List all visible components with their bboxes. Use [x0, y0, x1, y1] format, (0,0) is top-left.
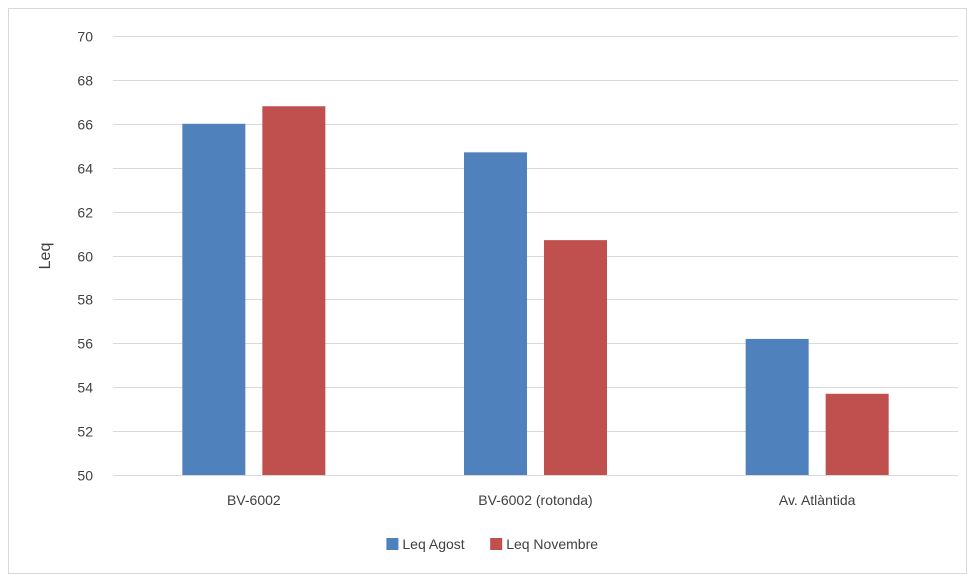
bar-leq-novembre [825, 393, 889, 475]
y-tick-label: 56 [77, 336, 93, 352]
y-tick-label: 62 [77, 205, 93, 221]
legend-swatch [490, 538, 503, 550]
bar-leq-novembre [544, 240, 607, 475]
y-tick-label: 50 [77, 468, 93, 484]
y-axis-ticks: 50 52 54 56 58 60 62 64 66 68 70 [77, 29, 93, 484]
x-category-label: BV-6002 [227, 492, 281, 508]
legend-label: Leq Novembre [506, 536, 598, 552]
x-axis-categories: BV-6002 BV-6002 (rotonda) Av. Atlàntida [227, 492, 856, 508]
gridlines [113, 36, 958, 476]
legend: Leq Agost Leq Novembre [386, 536, 598, 552]
bar-leq-agost [182, 123, 246, 476]
y-tick-label: 64 [77, 161, 93, 177]
y-tick-label: 66 [77, 117, 93, 133]
bar-leq-agost [464, 152, 527, 475]
y-tick-label: 54 [77, 380, 93, 396]
bar-leq-agost [745, 338, 809, 475]
y-tick-label: 58 [77, 292, 93, 308]
y-axis-title: Leq [37, 243, 54, 270]
y-tick-label: 52 [77, 424, 93, 440]
y-tick-label: 60 [77, 249, 93, 265]
y-tick-label: 68 [77, 73, 93, 89]
x-category-label: BV-6002 (rotonda) [478, 492, 592, 508]
legend-swatch [386, 538, 399, 550]
bars [182, 106, 889, 476]
x-category-label: Av. Atlàntida [779, 492, 856, 508]
bar-leq-novembre [262, 106, 326, 476]
legend-label: Leq Agost [402, 536, 464, 552]
y-tick-label: 70 [77, 29, 93, 45]
